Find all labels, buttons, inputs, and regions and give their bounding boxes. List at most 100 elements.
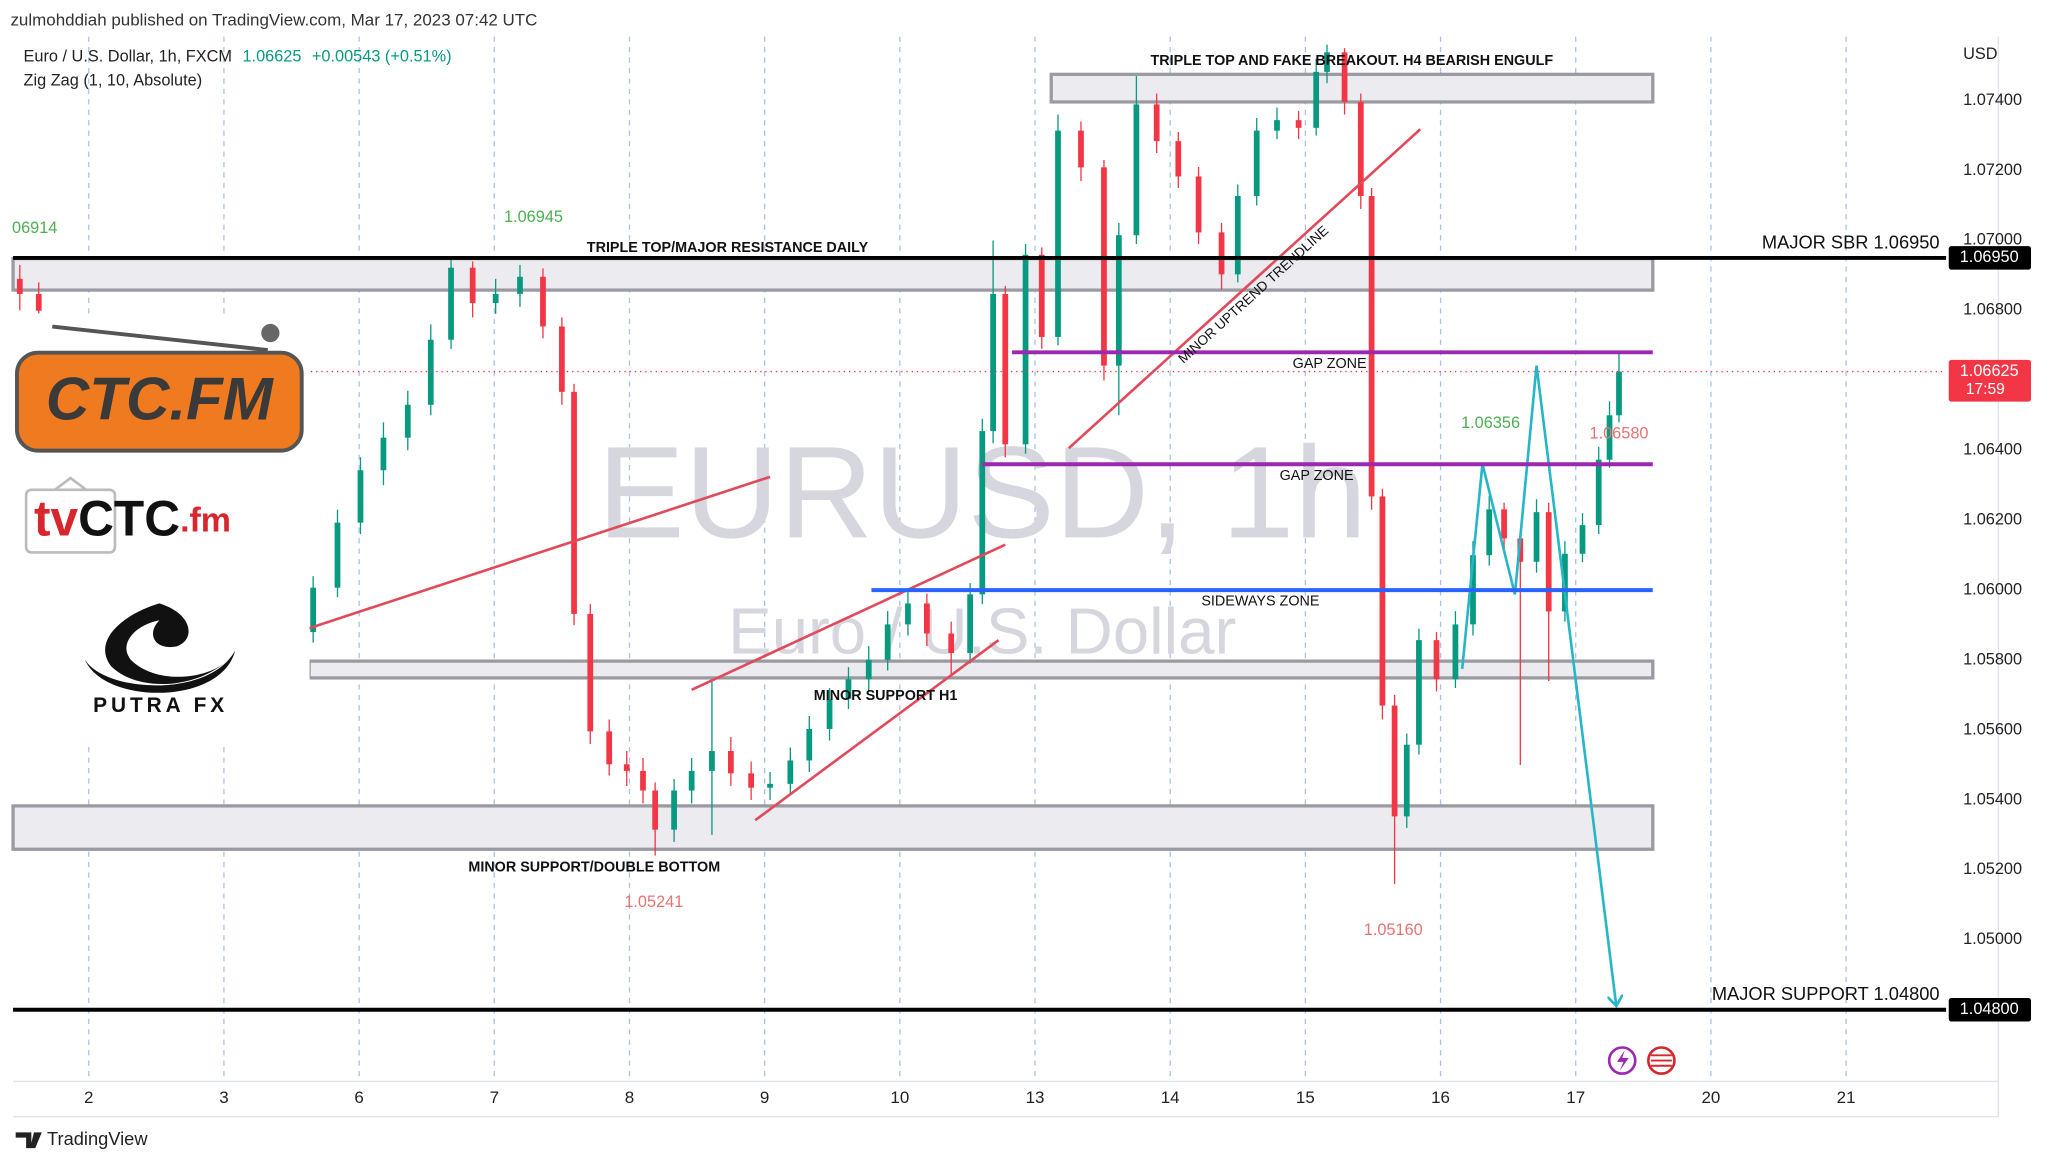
country-icon-stripes <box>1650 1054 1672 1067</box>
candle-body <box>1501 509 1507 539</box>
tv-logo-prefix: tv <box>34 491 79 547</box>
symbol: Euro / U.S. Dollar, 1h, FXCM <box>24 48 233 66</box>
ctc-logo-text: CTC.FM <box>46 365 275 432</box>
candle-body <box>1101 167 1107 366</box>
zone <box>307 659 1655 680</box>
last-price-tag <box>1948 359 2032 402</box>
x-tick-label: 3 <box>219 1088 228 1107</box>
candle-body <box>469 267 476 304</box>
antenna-knob <box>261 323 280 343</box>
y-tick-label: 1.05600 <box>1963 720 2022 738</box>
antenna <box>52 324 268 352</box>
candle-body <box>1368 196 1375 497</box>
x-tick-label: 16 <box>1431 1088 1450 1107</box>
indicator-label: Zig Zag (1, 10, Absolute) <box>24 71 203 89</box>
candle-body <box>16 278 23 294</box>
currency-label: USD <box>1963 45 1997 63</box>
candle-body <box>1002 293 1009 445</box>
candle-body <box>1391 705 1398 817</box>
candle-body <box>1533 512 1540 562</box>
legend-price: 1.06625 <box>242 48 301 66</box>
trendline <box>308 475 771 630</box>
candle-body <box>1175 141 1182 177</box>
trendline <box>691 543 1006 691</box>
candle-body <box>1274 120 1280 131</box>
candle-body <box>826 698 833 729</box>
zone-label: TRIPLE TOP AND FAKE BREAKOUT. H4 BEARISH… <box>1151 53 1554 69</box>
candle-body <box>652 790 659 830</box>
candle-body <box>357 470 364 523</box>
price-tag <box>1948 998 2032 1022</box>
candle-body <box>380 437 387 471</box>
candle-body <box>606 731 613 765</box>
candle-body <box>640 770 646 791</box>
overlay-layer: 2 3 6 7 8 9 10 13 14 15 16 17 20 21 1.04800 1.05000 1.05… <box>12 53 2032 1107</box>
x-tick-label: 7 <box>490 1088 499 1107</box>
publisher-header: zulmohddiah published on TradingView.com… <box>10 10 537 29</box>
candle-body <box>1295 120 1302 128</box>
zone-label: TRIPLE TOP/MAJOR RESISTANCE DAILY <box>587 240 869 256</box>
candle-body <box>865 659 872 680</box>
x-tick-label: 17 <box>1566 1088 1585 1107</box>
candle-body <box>1078 130 1084 168</box>
level-label: GAP ZONE <box>1280 468 1354 484</box>
x-tick-label: 14 <box>1161 1088 1180 1107</box>
pivot-label: 1.06356 <box>1461 414 1520 432</box>
level-label: MAJOR SBR 1.06950 <box>1762 231 1940 252</box>
event-icon-bolt <box>1616 1050 1629 1072</box>
x-tick-label: 20 <box>1701 1088 1720 1107</box>
putra-logo-mark <box>105 603 229 685</box>
candle-body <box>1545 512 1552 612</box>
candle-body <box>1606 415 1613 460</box>
candle-body <box>1313 71 1320 128</box>
candle-body <box>905 603 911 625</box>
candle-body <box>1195 176 1202 233</box>
candle-body <box>979 431 986 595</box>
candle-body <box>1357 101 1364 197</box>
candle-body <box>787 760 794 784</box>
candle-body <box>1486 509 1493 556</box>
zone <box>11 256 1655 292</box>
ctc-logo-box <box>15 350 304 453</box>
candle-body <box>1133 104 1140 236</box>
trendline <box>1067 128 1422 450</box>
putra-logo-swoosh <box>84 650 236 693</box>
candle-body <box>571 391 577 614</box>
y-tick-label: 1.05400 <box>1963 790 2022 808</box>
footer-brand: TradingView <box>47 1128 148 1149</box>
candle-body <box>1115 235 1122 366</box>
y-tick-label: 1.07400 <box>1963 91 2022 109</box>
candle-body <box>671 790 677 830</box>
x-tick-label: 2 <box>84 1088 93 1107</box>
candle-body <box>1562 553 1568 612</box>
price-tag-label: 1.04800 <box>1960 1000 2019 1018</box>
price-tag <box>1948 246 2032 270</box>
candle-body <box>1452 624 1459 680</box>
y-tick-label: 1.05000 <box>1963 930 2022 948</box>
candle-body <box>1234 196 1241 275</box>
candle-body <box>845 679 852 699</box>
candle-body <box>967 594 974 654</box>
candle-body <box>1616 371 1622 416</box>
zone-label: MINOR SUPPORT/DOUBLE BOTTOM <box>468 859 720 875</box>
level-label: GAP ZONE <box>1293 356 1367 372</box>
x-tick-label: 9 <box>760 1088 769 1107</box>
trendline <box>754 639 1000 822</box>
candle-body <box>310 587 317 633</box>
candle-body <box>540 276 546 327</box>
pivot-label: 1.06580 <box>1590 425 1649 443</box>
candle-body <box>1579 525 1586 554</box>
candle-body <box>1324 52 1330 72</box>
candle-body <box>623 764 630 771</box>
candle-body <box>688 770 695 791</box>
tv-logo-text: tvCTC.fm <box>34 491 231 547</box>
watermark-subtitle: Euro / U.S. Dollar <box>728 594 1236 667</box>
x-tick-label: 21 <box>1837 1088 1856 1107</box>
candle-body <box>1022 254 1029 445</box>
zone <box>1049 72 1655 104</box>
candle-body <box>727 750 734 774</box>
level-label: SIDEWAYS ZONE <box>1201 594 1319 610</box>
tv-logo-suffix: .fm <box>180 501 231 539</box>
